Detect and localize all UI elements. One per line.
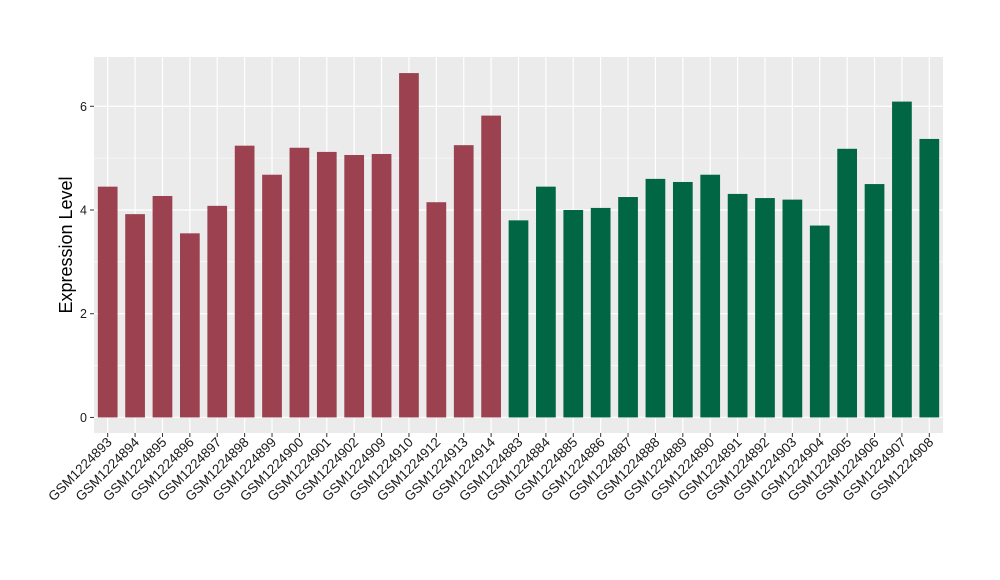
bar-gsm1224888 <box>645 178 666 418</box>
bar-gsm1224893 <box>97 186 118 418</box>
bar-gsm1224891 <box>727 193 748 418</box>
y-axis-title: Expression Level <box>56 176 76 313</box>
bar-gsm1224909 <box>371 153 392 418</box>
bar-gsm1224884 <box>536 186 556 418</box>
bar-gsm1224900 <box>289 147 310 418</box>
y-tick-label: 6 <box>80 100 87 114</box>
bar-gsm1224913 <box>453 145 474 418</box>
bar-gsm1224907 <box>892 101 912 418</box>
bar-gsm1224902 <box>344 155 365 418</box>
bar-gsm1224910 <box>399 73 419 418</box>
bar-gsm1224883 <box>508 220 529 418</box>
bar-gsm1224895 <box>152 195 173 418</box>
bar-gsm1224889 <box>672 181 693 418</box>
bar-gsm1224890 <box>700 174 721 418</box>
bar-gsm1224901 <box>316 151 337 418</box>
bar-gsm1224912 <box>426 202 447 418</box>
bar-gsm1224906 <box>864 184 885 418</box>
bar-gsm1224887 <box>618 197 638 418</box>
y-tick-label: 4 <box>80 203 87 217</box>
bar-gsm1224894 <box>125 214 145 418</box>
bar-gsm1224896 <box>179 233 200 418</box>
bar-gsm1224905 <box>837 148 858 418</box>
y-tick-label: 2 <box>80 307 87 321</box>
bars <box>97 73 940 418</box>
bar-gsm1224886 <box>590 207 611 418</box>
y-tick-label: 0 <box>80 411 87 425</box>
y-axis: 0 2 4 6 <box>80 100 94 425</box>
bar-gsm1224908 <box>919 138 940 418</box>
bar-gsm1224899 <box>262 174 282 418</box>
bar-gsm1224898 <box>234 145 255 418</box>
bar-gsm1224904 <box>809 225 830 418</box>
x-axis: GSM1224893GSM1224894GSM1224895GSM1224896… <box>45 433 936 504</box>
bar-gsm1224892 <box>755 198 775 418</box>
bar-gsm1224914 <box>481 115 501 418</box>
bar-gsm1224897 <box>207 205 228 418</box>
bar-gsm1224885 <box>563 209 584 418</box>
bar-gsm1224903 <box>782 199 803 418</box>
